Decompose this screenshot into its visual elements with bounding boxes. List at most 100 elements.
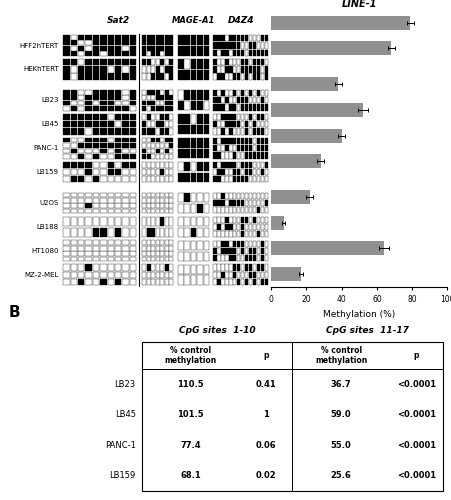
Bar (221, 207, 224, 214)
Bar (221, 74, 224, 80)
Bar (252, 50, 256, 56)
Bar (115, 162, 121, 168)
Bar (107, 162, 114, 168)
Bar (147, 162, 150, 168)
Bar (115, 279, 121, 285)
Bar (249, 74, 252, 80)
Bar (85, 66, 92, 72)
Bar (244, 200, 248, 206)
Bar (63, 59, 69, 66)
Bar (264, 255, 267, 261)
Bar (147, 264, 150, 271)
Bar (155, 106, 159, 111)
Bar (160, 35, 164, 40)
Bar (129, 272, 136, 278)
Bar (107, 138, 114, 142)
Bar (164, 162, 168, 168)
Bar (155, 176, 159, 182)
Bar (203, 46, 209, 56)
Bar (151, 169, 155, 175)
Bar (63, 217, 69, 226)
Bar (213, 50, 216, 56)
Title: LINE-1: LINE-1 (341, 0, 376, 9)
Bar (85, 256, 92, 262)
Bar (107, 59, 114, 66)
Bar (216, 74, 220, 80)
Bar (225, 264, 228, 271)
Bar (203, 173, 209, 182)
Bar (256, 42, 260, 48)
Bar (225, 42, 228, 48)
Bar (213, 207, 216, 214)
Bar (122, 208, 129, 214)
Bar (190, 138, 196, 147)
Bar (85, 272, 92, 278)
Bar (229, 279, 232, 285)
Bar (78, 169, 84, 175)
Bar (63, 35, 69, 40)
Bar (232, 145, 236, 152)
Bar (236, 138, 240, 144)
Bar (100, 74, 106, 80)
Bar (260, 35, 264, 42)
Bar (70, 251, 77, 256)
Bar (115, 176, 121, 182)
Bar (155, 51, 159, 56)
Bar (203, 276, 209, 285)
Bar (232, 231, 236, 237)
Text: CpG sites  1-10: CpG sites 1-10 (179, 326, 255, 334)
Bar (240, 169, 244, 175)
Bar (142, 176, 146, 182)
Bar (236, 90, 240, 96)
Bar (155, 138, 159, 142)
Bar (142, 90, 146, 94)
Bar (151, 100, 155, 105)
Bar (122, 217, 129, 226)
Bar (260, 255, 264, 261)
Bar (160, 114, 164, 120)
Bar (252, 128, 256, 134)
Bar (107, 66, 114, 72)
Bar (252, 90, 256, 96)
Bar (92, 192, 99, 198)
Bar (256, 50, 260, 56)
Bar (249, 59, 252, 66)
Text: D4Z4: D4Z4 (227, 16, 253, 25)
Bar (70, 40, 77, 45)
Bar (155, 256, 159, 262)
Bar (100, 51, 106, 56)
Bar (129, 169, 136, 175)
Bar (260, 59, 264, 66)
Bar (264, 59, 267, 66)
Bar (63, 74, 69, 80)
Bar (244, 114, 248, 120)
Text: CpG sites  11-17: CpG sites 11-17 (326, 326, 408, 334)
Text: p: p (262, 351, 268, 360)
Bar (229, 42, 232, 48)
Bar (249, 42, 252, 48)
Bar (260, 162, 264, 168)
Bar (92, 272, 99, 278)
Bar (260, 279, 264, 285)
Bar (225, 145, 228, 152)
Bar (256, 90, 260, 96)
Bar (78, 46, 84, 50)
Bar (147, 95, 150, 100)
Bar (178, 138, 183, 147)
Bar (164, 256, 168, 262)
Bar (232, 35, 236, 42)
Bar (92, 251, 99, 256)
Bar (236, 66, 240, 72)
Bar (249, 169, 252, 175)
Bar (203, 228, 209, 237)
Bar (107, 192, 114, 198)
Bar (240, 224, 244, 230)
Bar (115, 240, 121, 245)
Bar (229, 90, 232, 96)
Bar (264, 224, 267, 230)
Bar (216, 169, 220, 175)
Bar (190, 276, 196, 285)
Bar (169, 66, 173, 72)
Bar (155, 251, 159, 256)
Text: HT1080: HT1080 (31, 248, 59, 254)
